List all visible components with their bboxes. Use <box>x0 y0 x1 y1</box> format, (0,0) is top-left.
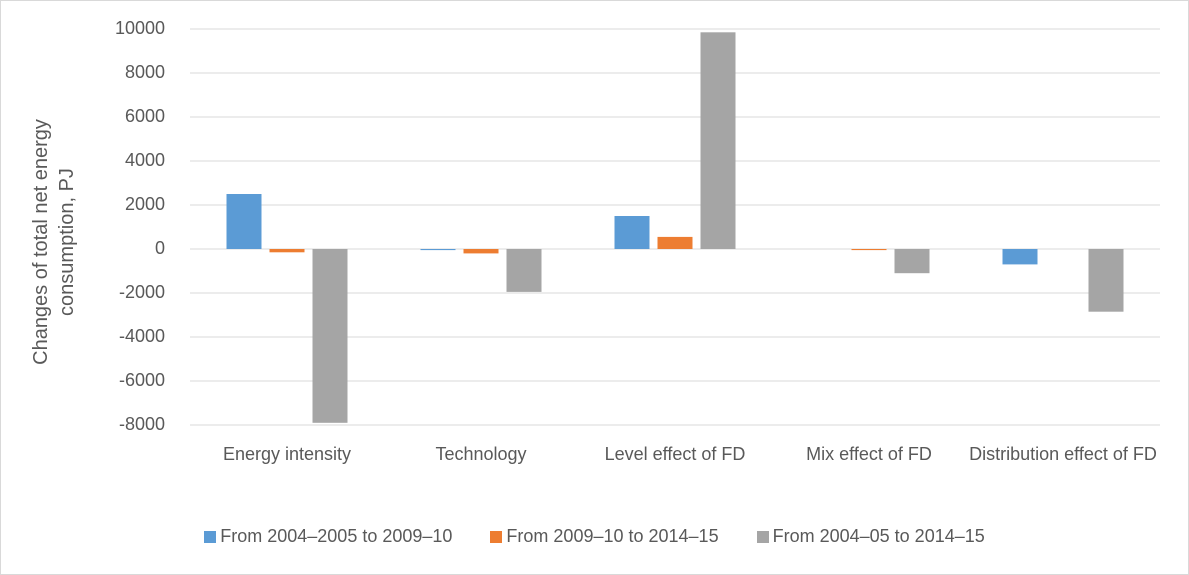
legend-label: From 2004–2005 to 2009–10 <box>220 526 453 546</box>
bar <box>894 249 930 274</box>
bar <box>657 236 693 249</box>
x-tick-label: Mix effect of FD <box>806 444 932 464</box>
bar <box>700 32 736 249</box>
legend-label: From 2009–10 to 2014–15 <box>506 526 719 546</box>
bar <box>463 249 499 254</box>
bar <box>851 249 887 251</box>
x-tick-label: Level effect of FD <box>604 444 746 464</box>
legend-item: From 2004–05 to 2014–15 <box>756 526 985 547</box>
y-tick-label: 2000 <box>125 194 165 214</box>
legend: From 2004–2005 to 2009–10 From 2009–10 to… <box>0 526 1189 547</box>
legend-label: From 2004–05 to 2014–15 <box>772 526 985 546</box>
legend-swatch <box>204 530 217 543</box>
bar <box>226 194 262 249</box>
bar <box>269 249 305 253</box>
legend-swatch <box>756 530 769 543</box>
y-tick-label: -2000 <box>119 282 165 302</box>
bar <box>506 249 542 292</box>
y-tick-label: -8000 <box>119 414 165 434</box>
y-axis-label: Changes of total net energy consumption,… <box>30 119 78 365</box>
bar <box>312 249 348 423</box>
y-tick-label: -4000 <box>119 326 165 346</box>
y-tick-label: 8000 <box>125 62 165 82</box>
bar <box>420 249 456 251</box>
legend-item: From 2009–10 to 2014–15 <box>490 526 719 547</box>
x-tick-label: Distribution effect of FD <box>969 444 1157 464</box>
y-tick-label: -6000 <box>119 370 165 390</box>
bar <box>1088 249 1124 312</box>
y-tick-label: 6000 <box>125 106 165 126</box>
bar <box>1002 249 1038 265</box>
x-tick-label: Technology <box>435 444 527 464</box>
x-tick-label: Energy intensity <box>222 444 352 464</box>
y-tick-label: 10000 <box>115 18 165 38</box>
legend-swatch <box>490 530 503 543</box>
y-tick-label: 4000 <box>125 150 165 170</box>
legend-item: From 2004–2005 to 2009–10 <box>204 526 452 547</box>
y-tick-label: 0 <box>155 238 165 258</box>
bar <box>614 216 650 249</box>
